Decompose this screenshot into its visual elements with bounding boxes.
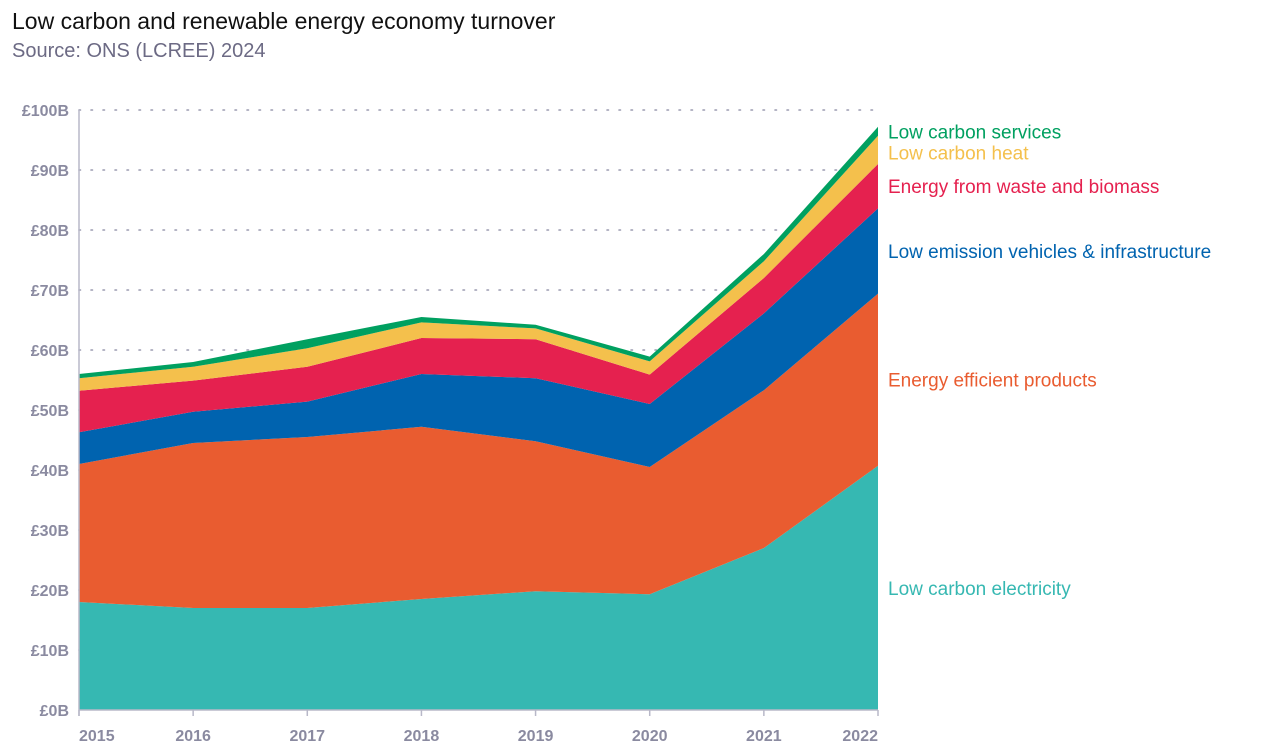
x-tick-label: 2017: [289, 728, 325, 745]
y-tick-label: £30B: [31, 523, 69, 540]
x-tick-label: 2020: [632, 728, 668, 745]
y-tick-label: £100B: [22, 103, 69, 120]
x-tick-label: 2015: [79, 728, 115, 745]
series-label-2: Low emission vehicles & infrastructure: [888, 242, 1211, 263]
x-tick-label: 2021: [746, 728, 782, 745]
y-tick-label: £0B: [40, 703, 69, 720]
y-tick-label: £80B: [31, 223, 69, 240]
area-series-3: [79, 164, 878, 433]
x-tick-label: 2022: [842, 728, 878, 745]
y-tick-label: £40B: [31, 463, 69, 480]
series-label-0: Low carbon electricity: [888, 579, 1071, 600]
area-series-1: [79, 293, 878, 608]
chart-title: Low carbon and renewable energy economy …: [12, 8, 556, 34]
y-tick-label: £10B: [31, 643, 69, 660]
area-series-2: [79, 208, 878, 467]
x-tick-label: 2019: [518, 728, 554, 745]
area-series-0: [79, 465, 878, 710]
x-tick-label: 2018: [404, 728, 440, 745]
series-label-5: Low carbon services: [888, 122, 1061, 143]
y-tick-label: £90B: [31, 163, 69, 180]
series-label-3: Energy from waste and biomass: [888, 177, 1159, 198]
series-label-4: Low carbon heat: [888, 143, 1029, 164]
y-tick-label: £70B: [31, 283, 69, 300]
series-label-1: Energy efficient products: [888, 371, 1097, 392]
y-tick-label: £20B: [31, 583, 69, 600]
chart-subtitle: Source: ONS (LCREE) 2024: [12, 40, 266, 62]
y-tick-label: £60B: [31, 343, 69, 360]
x-tick-label: 2016: [175, 728, 211, 745]
y-tick-label: £50B: [31, 403, 69, 420]
